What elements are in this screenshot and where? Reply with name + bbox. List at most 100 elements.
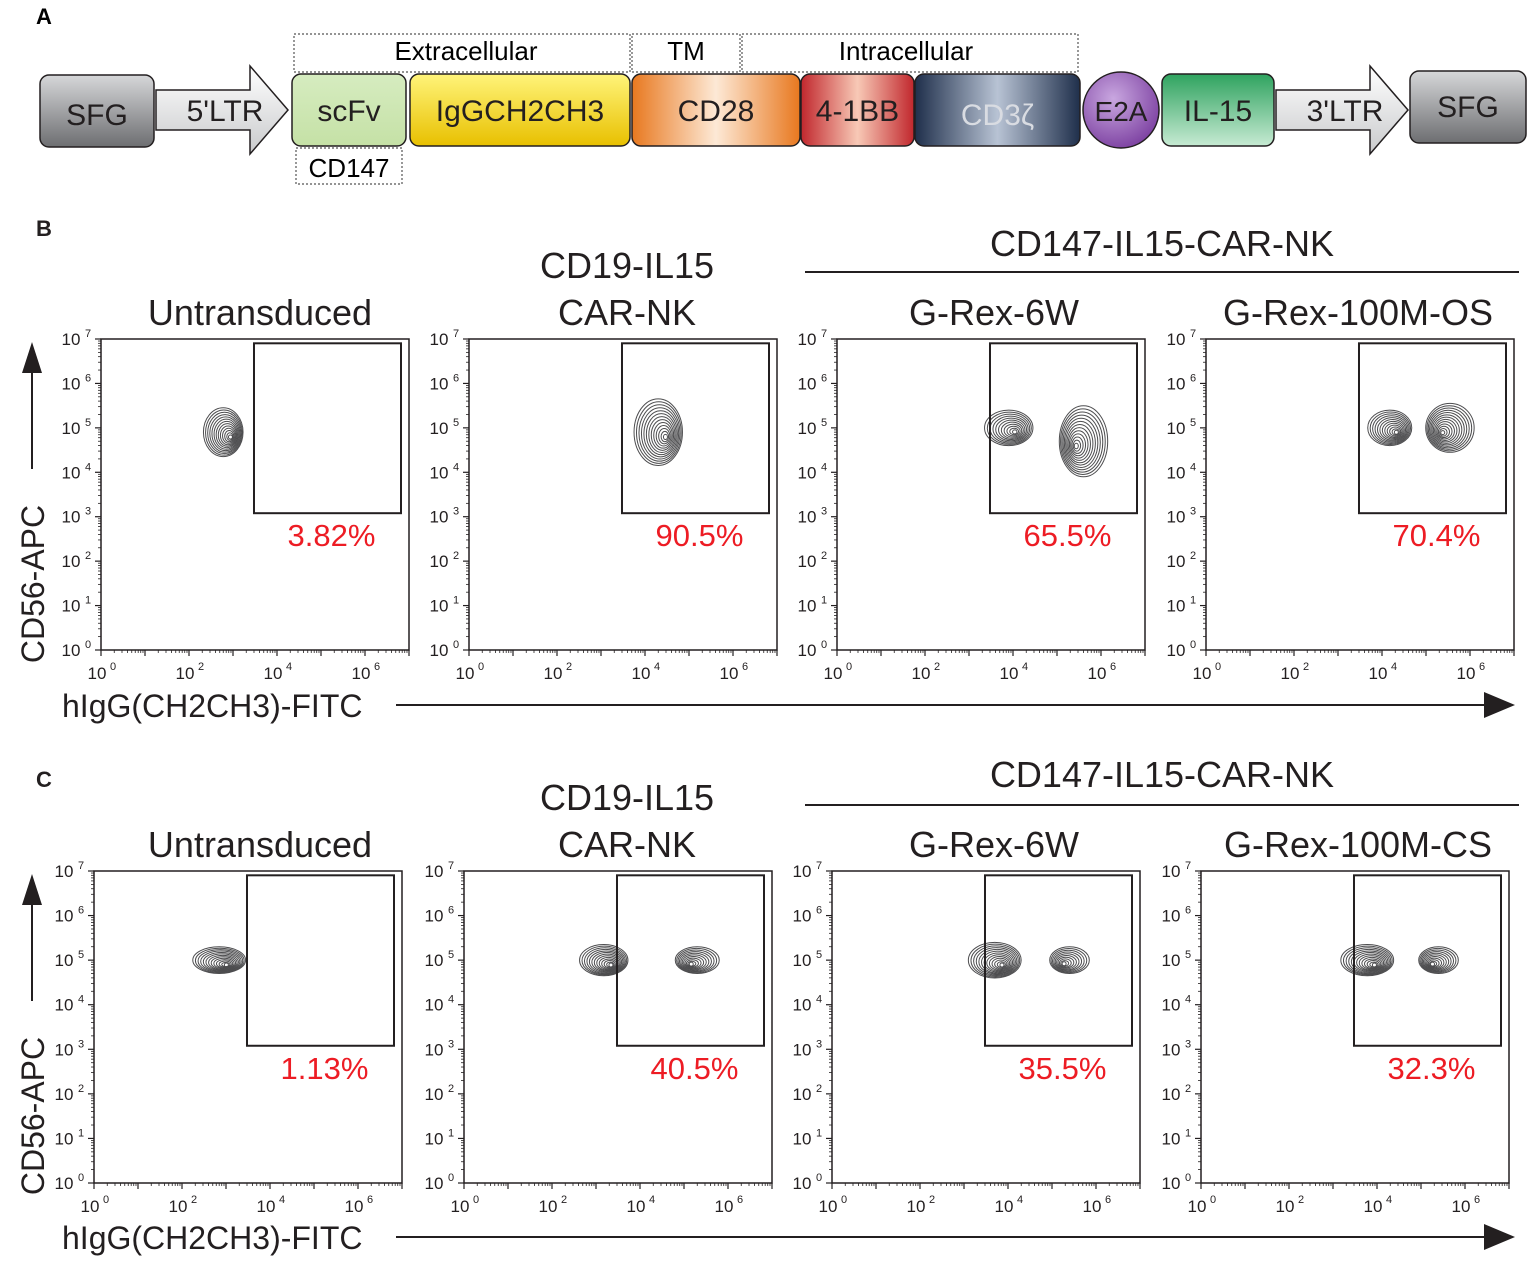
contour-line	[1342, 945, 1393, 976]
y-tick-exponent: 1	[1190, 595, 1196, 607]
panel-a-construct-diagram: A Extracellular TM Intracellular CD147 S…	[36, 4, 1527, 185]
contour-line	[579, 944, 629, 977]
contour-line	[1423, 952, 1450, 971]
contour-line	[688, 961, 694, 967]
contour-line	[1429, 409, 1468, 449]
y-tick-exponent: 6	[1185, 905, 1191, 917]
contour-line	[1356, 953, 1386, 972]
gate-box	[252, 342, 402, 515]
y-tick-label: 10	[430, 374, 449, 393]
x-tick-label: 10	[1193, 664, 1212, 683]
gate-percent: 90.5%	[656, 518, 744, 553]
y-tick-exponent: 1	[1185, 1127, 1191, 1139]
y-tick-exponent: 0	[85, 639, 91, 651]
contour-group	[1367, 402, 1475, 453]
contour-line	[1340, 944, 1395, 977]
plot-frame	[831, 870, 1141, 1184]
contour-line	[1424, 954, 1447, 970]
y-tick-label: 10	[55, 1085, 74, 1104]
extracellular-label: Extracellular	[394, 36, 537, 66]
x-tick-label: 10	[715, 1197, 734, 1216]
contour-line	[213, 957, 235, 969]
gate-box	[245, 874, 395, 1047]
gate-box	[988, 342, 1139, 515]
construct-3-ltr-9: 3'LTR	[1275, 63, 1409, 157]
y-tick-label: 10	[55, 996, 74, 1015]
y-tick-label: 10	[430, 330, 449, 349]
x-tick-label: 10	[544, 664, 563, 683]
contour-line	[978, 948, 1016, 975]
y-tick-exponent: 1	[821, 595, 827, 607]
x-tick-exponent: 4	[649, 1194, 655, 1206]
y-tick-exponent: 2	[1185, 1083, 1191, 1095]
contour-line	[219, 425, 237, 446]
x-tick-label: 10	[1000, 664, 1019, 683]
y-tick-exponent: 6	[448, 905, 454, 917]
contour-line	[636, 401, 682, 464]
x-tick-exponent: 0	[110, 661, 116, 673]
il-15-label: IL-15	[1184, 95, 1252, 128]
y-tick-exponent: 2	[816, 1083, 822, 1095]
cd3-shape	[914, 73, 1081, 147]
construct-il-15-8: IL-15	[1161, 73, 1275, 147]
y-tick-label: 10	[1162, 1040, 1181, 1059]
contour-line	[1063, 417, 1099, 468]
x-tick-label: 10	[1457, 664, 1476, 683]
contour-line	[991, 957, 1009, 970]
contour-line	[981, 950, 1015, 974]
contour-line	[984, 409, 1034, 447]
plot-frame	[1200, 870, 1510, 1184]
y-tick-exponent: 4	[448, 994, 454, 1006]
contour-line	[1049, 946, 1090, 975]
x-axis-label: hIgG(CH2CH3)-FITC	[62, 1220, 362, 1256]
contour-line	[995, 417, 1028, 442]
contour-line	[210, 956, 237, 970]
contour-line	[1000, 421, 1024, 439]
x-tick-label: 10	[81, 1197, 100, 1216]
contour-line	[1439, 427, 1448, 437]
x-tick-exponent: 0	[846, 661, 852, 673]
construct-sfg-0: SFG	[39, 74, 155, 148]
contour-line	[223, 962, 229, 968]
contour-line	[681, 954, 707, 970]
panel-b-flow-row: B CD147-IL15-CAR-NK CD56-APC hIgG(CH2CH3)-F…	[15, 216, 1519, 724]
contour-line	[202, 951, 241, 972]
plot-title-line-2: CAR-NK	[558, 292, 696, 333]
x-tick-exponent: 2	[1303, 661, 1309, 673]
y-tick-label: 10	[793, 996, 812, 1015]
x-tick-exponent: 2	[1298, 1194, 1304, 1206]
contour-line	[662, 433, 668, 441]
plot-frame	[463, 870, 773, 1184]
contour-line	[1065, 420, 1096, 466]
x-tick-label: 10	[1083, 1197, 1102, 1216]
y-tick-label: 10	[425, 951, 444, 970]
contour-line	[209, 414, 241, 453]
contour-line	[1369, 411, 1412, 446]
contour-line	[200, 950, 242, 973]
contour-line	[1366, 960, 1380, 969]
y-tick-exponent: 7	[816, 860, 822, 872]
scfv-shape	[291, 73, 407, 147]
il-15-shape	[1161, 73, 1275, 147]
x-tick-label: 10	[720, 664, 739, 683]
contour-line	[1372, 413, 1410, 444]
y-tick-label: 10	[425, 907, 444, 926]
contour-line	[1060, 408, 1106, 475]
x-tick-exponent: 0	[1215, 661, 1221, 673]
y-tick-label: 10	[62, 330, 81, 349]
y-tick-exponent: 3	[78, 1038, 84, 1050]
x-tick-exponent: 6	[1479, 661, 1485, 673]
plot-title: G-Rex-100M-OS	[1223, 292, 1493, 333]
contour-line	[227, 434, 233, 440]
plot-title-line-1: CD19-IL15	[540, 245, 714, 286]
y-tick-label: 10	[425, 996, 444, 1015]
contour-line	[603, 960, 616, 969]
y-tick-exponent: 6	[453, 372, 459, 384]
y-axis-label: CD56-APC	[15, 1037, 51, 1195]
contour-line	[1427, 959, 1440, 968]
iggch2ch3-label: IgGCH2CH3	[436, 95, 604, 128]
x-tick-exponent: 0	[478, 661, 484, 673]
contour-line	[1050, 948, 1088, 974]
x-tick-label: 10	[1369, 664, 1388, 683]
